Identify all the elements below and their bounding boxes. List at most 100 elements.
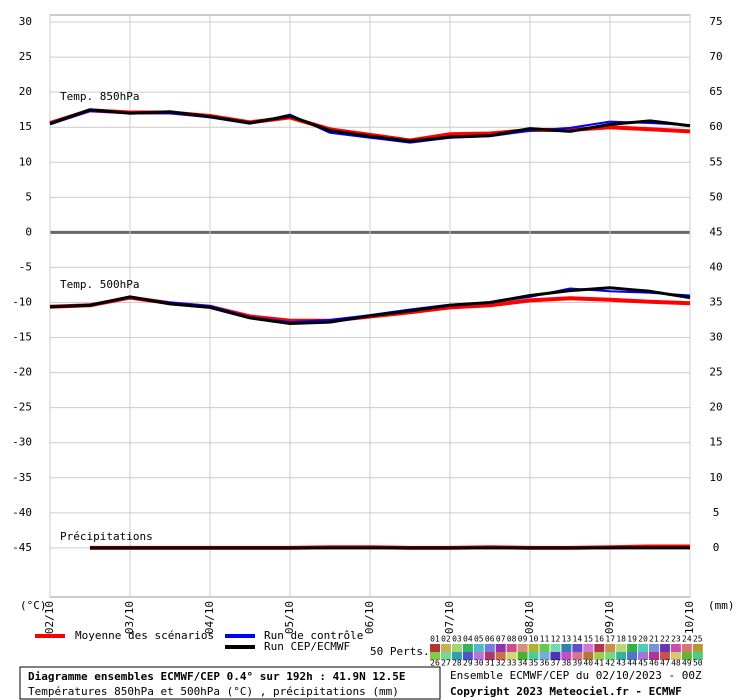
x-tick-label: 10/10 bbox=[683, 601, 696, 634]
y2-tick-label: 40 bbox=[709, 260, 722, 273]
y-unit: (°C) bbox=[20, 599, 47, 612]
perturbation-swatch bbox=[638, 652, 649, 660]
perturbation-swatch bbox=[659, 644, 670, 652]
perturbation-swatch bbox=[561, 644, 572, 652]
y-tick-label: 0 bbox=[25, 225, 32, 238]
perturbation-number: 29 bbox=[463, 659, 473, 668]
y2-tick-label: 55 bbox=[709, 155, 722, 168]
perturbation-number: 04 bbox=[463, 635, 473, 644]
x-tick-label: 08/10 bbox=[523, 601, 536, 634]
perturbation-number: 21 bbox=[649, 635, 659, 644]
perturbation-swatch bbox=[451, 644, 462, 652]
perturbation-swatch bbox=[440, 644, 451, 652]
perturbation-number: 22 bbox=[660, 635, 670, 644]
footer-copyright: Copyright 2023 Meteociel.fr - ECMWF bbox=[450, 685, 682, 698]
perturbation-number: 49 bbox=[682, 659, 692, 668]
perturbation-number: 40 bbox=[583, 659, 593, 668]
y2-tick-label: 65 bbox=[709, 85, 722, 98]
perturbation-swatch bbox=[605, 652, 616, 660]
perturbation-swatch bbox=[605, 644, 616, 652]
perturbation-swatch bbox=[539, 652, 550, 660]
y2-tick-label: 10 bbox=[709, 471, 722, 484]
perturbation-swatch bbox=[627, 652, 638, 660]
perturbation-swatch bbox=[430, 644, 440, 652]
perturbation-swatch bbox=[594, 652, 605, 660]
y2-tick-label: 50 bbox=[709, 190, 722, 203]
y2-tick-label: 70 bbox=[709, 50, 722, 63]
perturbation-swatch bbox=[528, 644, 539, 652]
perturbation-number: 07 bbox=[496, 635, 506, 644]
perturbation-swatch bbox=[572, 652, 583, 660]
perturbation-swatch bbox=[473, 644, 484, 652]
perturbation-number: 18 bbox=[616, 635, 626, 644]
series-line bbox=[49, 108, 691, 143]
perturbation-number: 23 bbox=[671, 635, 681, 644]
perturbations-label: 50 Perts. bbox=[370, 645, 430, 658]
perturbation-swatch bbox=[670, 652, 681, 660]
perturbation-swatch bbox=[616, 644, 627, 652]
perturbation-swatch bbox=[616, 652, 627, 660]
perturbation-number: 34 bbox=[518, 659, 528, 668]
y2-tick-label: 15 bbox=[709, 436, 722, 449]
perturbation-number: 46 bbox=[649, 659, 659, 668]
perturbation-number: 13 bbox=[562, 635, 572, 644]
x-tick-label: 02/10 bbox=[43, 601, 56, 634]
legend-label: Run CEP/ECMWF bbox=[264, 640, 350, 653]
perturbation-number: 11 bbox=[540, 635, 550, 644]
y-tick-label: 25 bbox=[19, 50, 32, 63]
x-tick-label: 07/10 bbox=[443, 601, 456, 634]
perturbation-number: 19 bbox=[627, 635, 637, 644]
perturbation-swatch bbox=[539, 644, 550, 652]
perturbation-swatch bbox=[681, 652, 692, 660]
y2-tick-label: 0 bbox=[713, 541, 720, 554]
perturbation-swatch bbox=[484, 644, 495, 652]
perturbation-number: 08 bbox=[507, 635, 517, 644]
footer-box bbox=[19, 666, 441, 700]
y2-tick-label: 5 bbox=[713, 506, 720, 519]
perturbation-number: 24 bbox=[682, 635, 692, 644]
y-tick-label: -25 bbox=[12, 401, 32, 414]
perturbation-swatch bbox=[583, 652, 594, 660]
perturbation-number: 33 bbox=[507, 659, 517, 668]
perturbation-swatch bbox=[692, 644, 703, 652]
perturbation-swatch bbox=[649, 652, 659, 660]
perturbation-number: 05 bbox=[474, 635, 484, 644]
y-tick-label: -10 bbox=[12, 295, 32, 308]
y2-tick-label: 45 bbox=[709, 225, 722, 238]
legend-label: Moyenne des scénarios bbox=[75, 629, 214, 642]
perturbation-number: 31 bbox=[485, 659, 495, 668]
y2-unit: (mm) bbox=[708, 599, 735, 612]
y-tick-label: 15 bbox=[19, 120, 32, 133]
perturbation-swatch bbox=[517, 652, 528, 660]
footer-subtitle: Températures 850hPa et 500hPa (°C) , pré… bbox=[28, 685, 399, 698]
perturbation-swatch bbox=[517, 644, 528, 652]
perturbation-number: 20 bbox=[638, 635, 648, 644]
perturbation-swatch bbox=[670, 644, 681, 652]
y-tick-label: -40 bbox=[12, 506, 32, 519]
perturbation-number: 35 bbox=[529, 659, 539, 668]
x-tick-label: 09/10 bbox=[603, 601, 616, 634]
perturbation-number: 03 bbox=[452, 635, 462, 644]
series-line bbox=[49, 286, 691, 325]
perturbation-swatch bbox=[473, 652, 484, 660]
perturbation-number: 01 bbox=[430, 635, 440, 644]
y2-tick-label: 25 bbox=[709, 366, 722, 379]
footer-run: Ensemble ECMWF/CEP du 02/10/2023 - 00Z bbox=[450, 669, 702, 682]
perturbation-number: 45 bbox=[638, 659, 648, 668]
perturbation-number: 17 bbox=[605, 635, 615, 644]
legend-label: Run de contrôle bbox=[264, 629, 363, 642]
perturbation-number: 39 bbox=[573, 659, 583, 668]
perturbation-swatch bbox=[462, 644, 473, 652]
perturbation-number: 50 bbox=[693, 659, 703, 668]
y2-tick-label: 60 bbox=[709, 120, 722, 133]
perturbation-swatch bbox=[440, 652, 451, 660]
y2-tick-label: 35 bbox=[709, 295, 722, 308]
perturbation-number: 06 bbox=[485, 635, 495, 644]
x-tick-label: 05/10 bbox=[283, 601, 296, 634]
perturbation-swatch bbox=[550, 644, 561, 652]
y2-tick-label: 20 bbox=[709, 401, 722, 414]
perturbation-swatch bbox=[659, 652, 670, 660]
perturbation-number: 48 bbox=[671, 659, 681, 668]
perturbation-swatch bbox=[561, 652, 572, 660]
